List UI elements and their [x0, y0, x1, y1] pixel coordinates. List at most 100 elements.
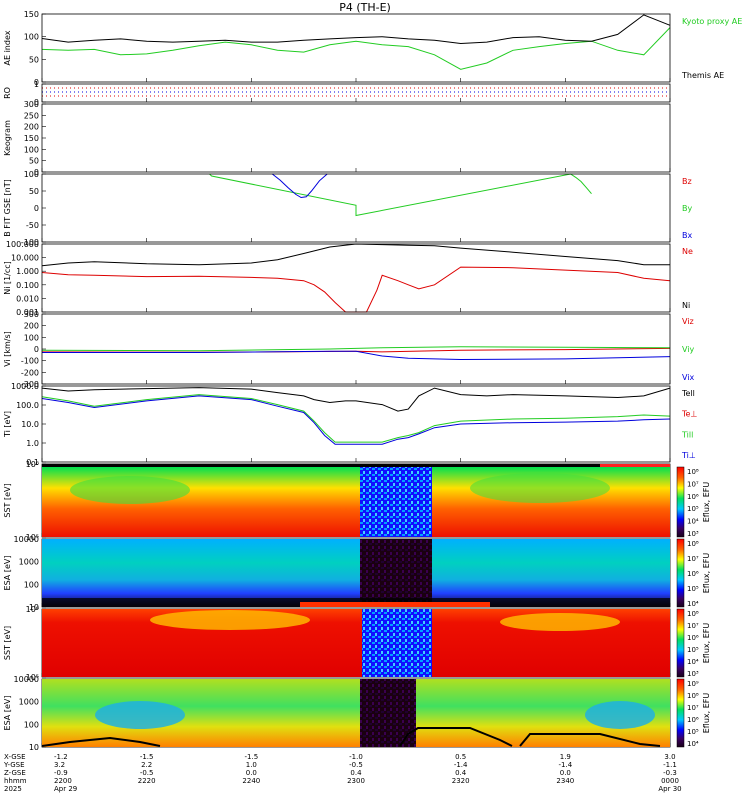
sst-ion-feature	[470, 473, 610, 503]
legend-label: By	[682, 204, 692, 213]
series-line	[41, 395, 671, 445]
footer-value: 0.0	[560, 769, 571, 777]
footer-value: 0.4	[455, 769, 467, 777]
panel-ylabel: ESA [eV]	[3, 556, 12, 591]
colorbar-tick: 10⁵	[687, 585, 699, 593]
footer-value: 2340	[556, 777, 574, 785]
ytick-label: -100	[21, 238, 39, 247]
sst-electron-dropout	[362, 609, 432, 677]
colorbar-label: Eflux, EFU	[702, 482, 711, 523]
series-line	[271, 173, 328, 199]
colorbar-tick: 10⁴	[687, 600, 699, 608]
legend-label: Themis AE	[681, 71, 724, 80]
panel-2: Keogram 300 250 200 150 100 50 0	[3, 100, 671, 177]
panel-6: Ti [eV] 1000.0 100.0 10.0 1.0 0.1 Tell Te⊥ Till T…	[3, 382, 697, 467]
legend-label: Till	[681, 430, 693, 439]
footer-value: 1.0	[246, 761, 257, 769]
ytick-label: 10⁵	[26, 533, 39, 542]
series-line	[41, 243, 670, 267]
ytick-label: 0.100	[16, 281, 39, 290]
panel-0: AE index 150 100 50 0 Kyoto proxy AE Themis AE	[3, 10, 742, 87]
footer-value: 3.0	[664, 753, 675, 761]
panel-ylabel: Ni [1/cc]	[3, 261, 12, 295]
esa-ion-spectrogram	[42, 539, 670, 607]
footer-value: -1.4	[558, 761, 572, 769]
series-line	[41, 394, 671, 443]
colorbar-tick: 10⁶	[687, 716, 699, 724]
footer-value: 0.5	[455, 753, 466, 761]
ytick-label: 50	[29, 157, 39, 166]
colorbar-strip	[676, 466, 685, 538]
legend-label: Ti⊥	[681, 451, 696, 460]
legend-label: Kyoto proxy AE	[682, 17, 742, 26]
ytick-label: 1000	[19, 558, 39, 567]
legend-label: Te⊥	[681, 410, 697, 419]
footer-value: -0.3	[663, 769, 677, 777]
footer-value: 2240	[242, 777, 260, 785]
colorbar-tick: 10⁸	[687, 692, 699, 700]
footer-value: 2320	[452, 777, 470, 785]
sst-ion-feature	[70, 476, 190, 504]
footer-row-label: hhmm	[4, 777, 27, 785]
panel-ylabel: SST [eV]	[3, 483, 12, 517]
footer-value: Apr 29	[54, 785, 77, 793]
panel-ylabel: ESA [eV]	[3, 696, 12, 731]
panel-frame	[41, 385, 671, 463]
footer-value: 2.2	[141, 761, 152, 769]
colorbar-tick: 10⁸	[687, 540, 699, 548]
colorbar-tick: 10⁸	[687, 610, 699, 618]
colorbar-strip	[676, 538, 685, 608]
ytick-label: 200	[24, 322, 39, 331]
sst-electron-feature	[500, 613, 620, 631]
esa-electron-dropout	[360, 679, 416, 747]
colorbar-strip	[676, 678, 685, 748]
ytick-label: 150	[24, 10, 39, 19]
panel-ylabel: Keogram	[3, 120, 12, 156]
esa-electron-feature	[95, 701, 185, 729]
ytick-label: 0	[34, 168, 39, 177]
colorbar-tick: 10⁶	[687, 493, 699, 501]
ytick-label: 10	[29, 603, 39, 612]
footer-value: 1.9	[560, 753, 571, 761]
panel-5: Vi [km/s] 300 200 100 0 -100 -200 -300 Viz Viy Vix	[3, 310, 695, 389]
series-line	[209, 173, 592, 217]
ytick-label: 0.001	[16, 308, 39, 317]
footer-value: -1.2	[54, 753, 68, 761]
ytick-label: 100	[24, 333, 39, 342]
sst-ion-topbar	[600, 464, 670, 467]
ytick-label: 250	[24, 111, 39, 120]
legend-label: Ne	[682, 247, 693, 256]
ytick-label: 1000.0	[11, 382, 39, 391]
ytick-label: 0	[34, 98, 39, 107]
footer-value: -0.5	[140, 769, 154, 777]
ytick-label: -100	[21, 357, 39, 366]
ytick-label: 10⁵	[26, 673, 39, 682]
ytick-label: 10⁶	[26, 605, 39, 614]
footer-value: 3.2	[54, 761, 65, 769]
ytick-label: 100	[24, 145, 39, 154]
ytick-label: 0	[34, 345, 39, 354]
esa-electron-feature	[585, 701, 655, 729]
panel-ylabel: RO	[3, 87, 12, 99]
series-line	[41, 346, 671, 352]
colorbar-tick: 10⁵	[687, 728, 699, 736]
ytick-label: 0.1	[26, 458, 39, 467]
panel-ylabel: Ti [eV]	[3, 411, 12, 438]
colorbar-label: Eflux, EFU	[702, 693, 711, 734]
footer-value: -1.4	[454, 761, 468, 769]
legend-label: Viz	[682, 317, 694, 326]
ytick-label: 10⁶	[26, 460, 39, 469]
ytick-label: 100	[24, 33, 39, 42]
colorbar-tick: 10⁴	[687, 740, 699, 748]
colorbar-tick: 10⁵	[687, 646, 699, 654]
spectrogram-art	[41, 464, 670, 747]
colorbar-tick: 10⁶	[687, 634, 699, 642]
colorbar-tick: 10⁸	[687, 468, 699, 476]
colorbar-tick: 10⁷	[687, 704, 699, 712]
footer-value: -1.5	[244, 753, 258, 761]
